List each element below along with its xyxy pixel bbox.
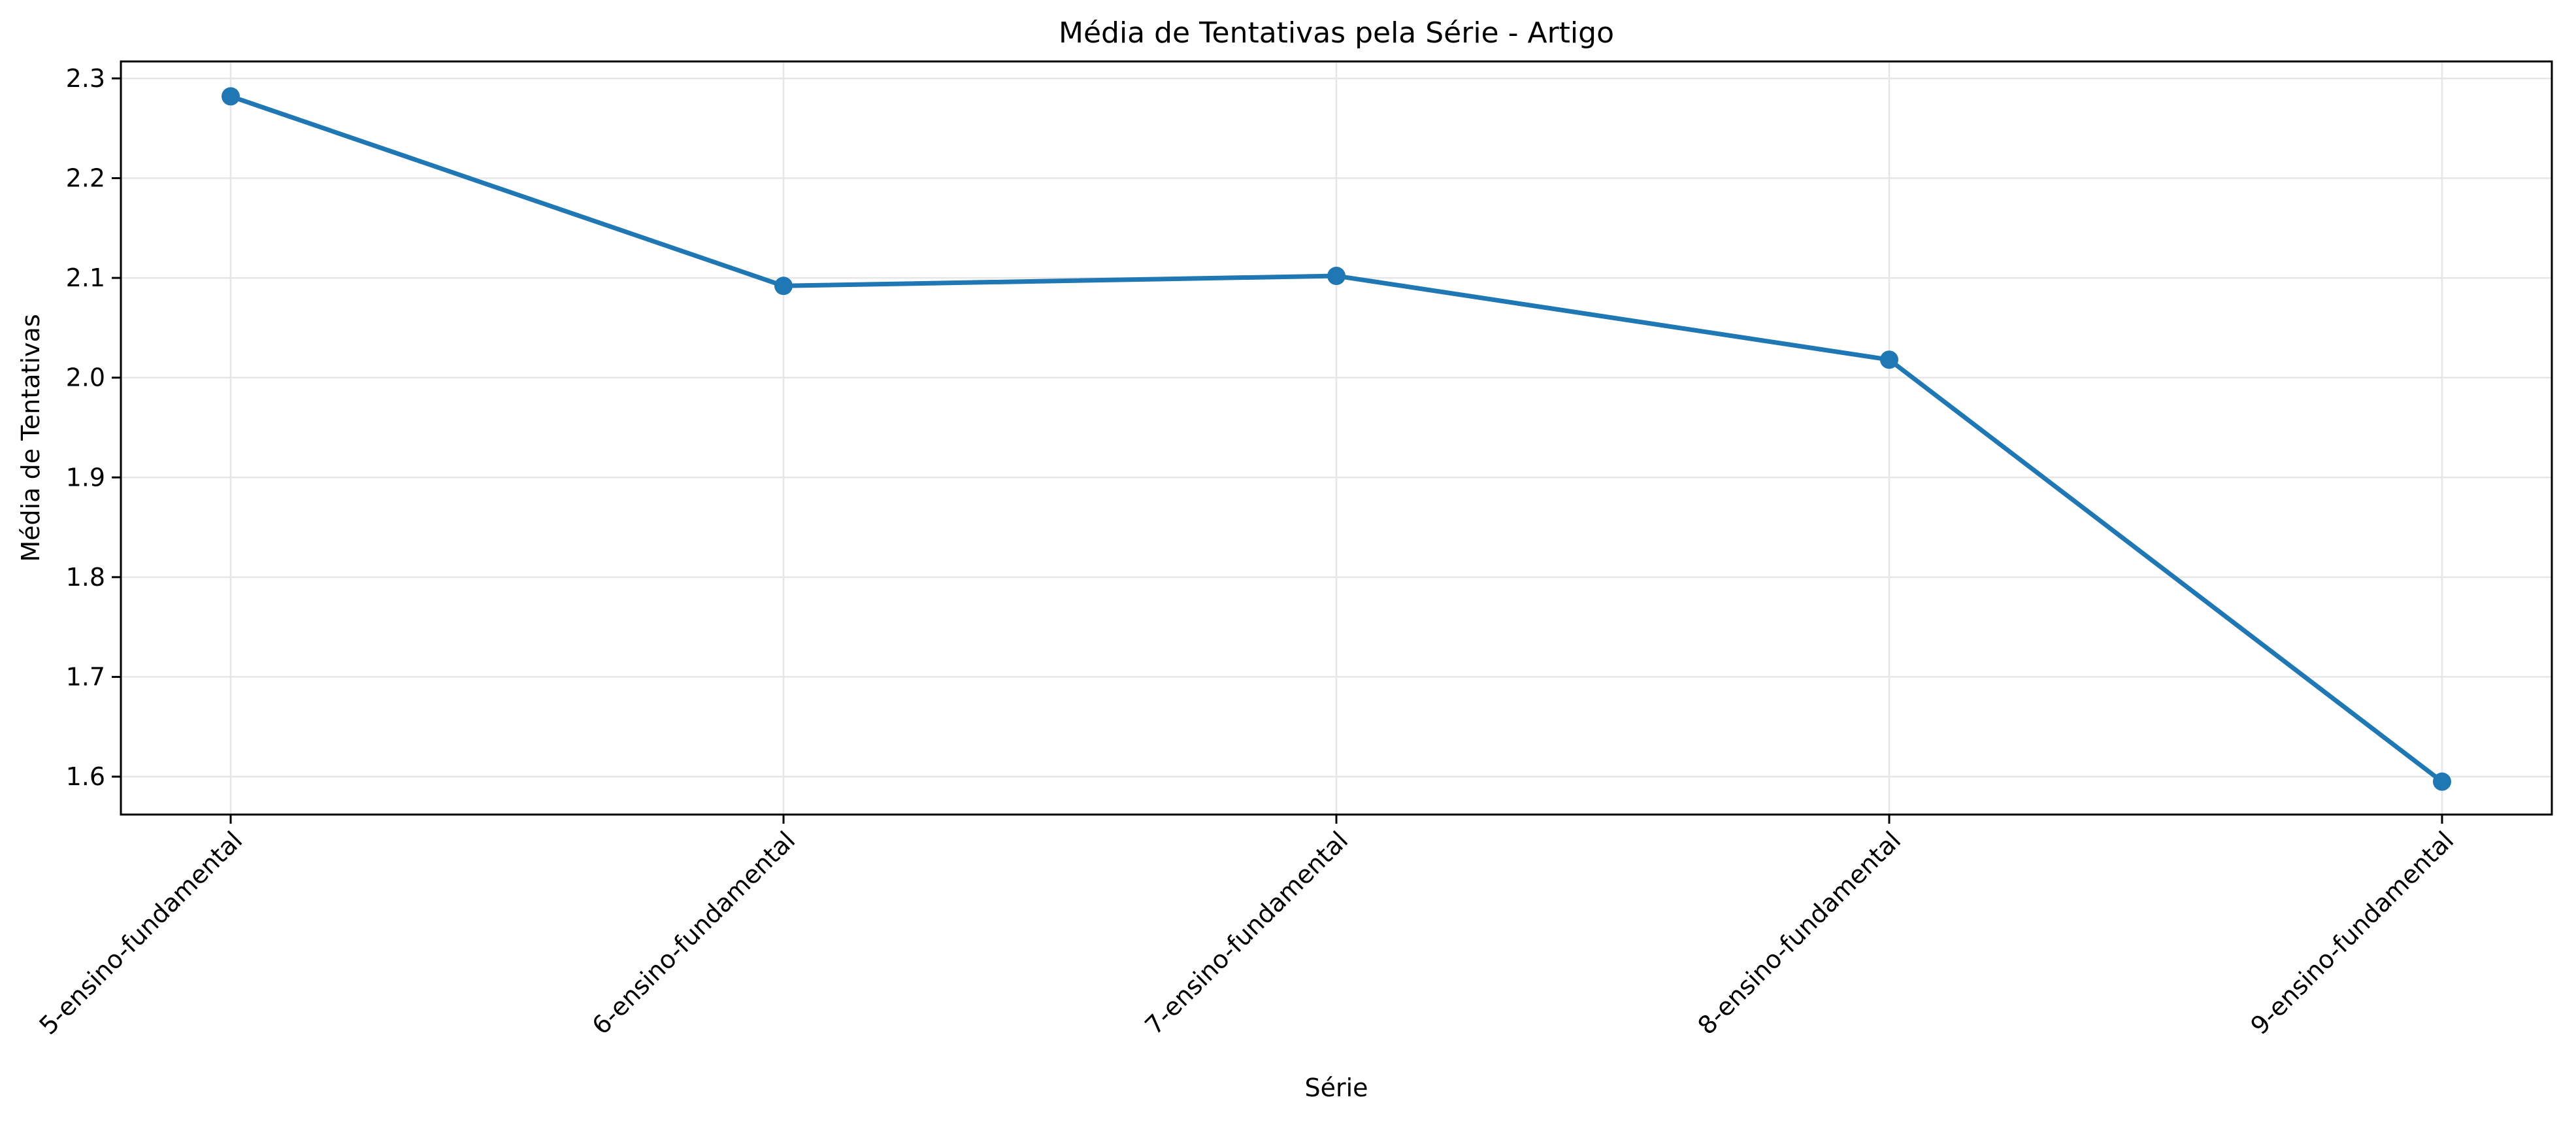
y-tick-label: 2.0 <box>66 363 105 392</box>
chart-title: Média de Tentativas pela Série - Artigo <box>1059 16 1614 50</box>
y-axis-label: Média de Tentativas <box>16 314 45 562</box>
x-tick-label: 6-ensino-fundamental <box>587 826 801 1040</box>
series-layer <box>222 87 2451 791</box>
y-tick-label: 2.1 <box>66 263 105 292</box>
x-axis-label: Série <box>1304 1073 1368 1102</box>
y-tick-label: 1.8 <box>66 563 105 592</box>
x-tick-label: 9-ensino-fundamental <box>2245 826 2460 1040</box>
x-tick-label: 7-ensino-fundamental <box>1140 826 1354 1040</box>
x-tick-label: 5-ensino-fundamental <box>34 826 248 1040</box>
data-point <box>1880 350 1898 369</box>
grid <box>121 61 2552 815</box>
y-tick-label: 1.7 <box>66 662 105 691</box>
y-tick-label: 1.6 <box>66 762 105 791</box>
y-tick-label: 1.9 <box>66 463 105 492</box>
x-tick-label: 8-ensino-fundamental <box>1693 826 1907 1040</box>
data-point <box>2433 772 2451 791</box>
ticks: 1.6 1.7 1.8 1.9 2.0 2.1 2.2 2.3 5-ensino-fundame… <box>34 64 2460 1040</box>
data-point <box>1327 267 1346 286</box>
data-point <box>222 87 240 106</box>
y-tick-label: 2.3 <box>66 64 105 93</box>
data-point <box>774 277 793 295</box>
y-tick-label: 2.2 <box>66 164 105 193</box>
